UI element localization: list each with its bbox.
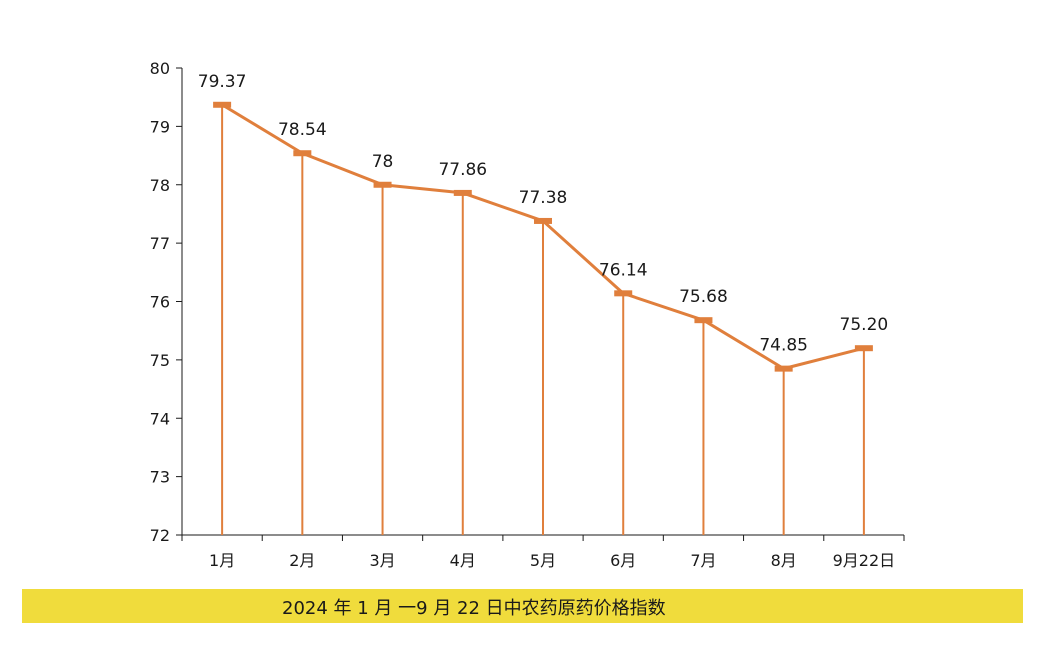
caption-bar: 2024 年 1 月 一9 月 22 日中农药原药价格指数 — [22, 589, 1023, 623]
x-tick-label: 3月 — [369, 551, 395, 570]
x-tick-label: 6月 — [610, 551, 636, 570]
markers — [213, 101, 873, 372]
y-tick-label: 78 — [150, 176, 170, 195]
data-label: 78 — [372, 152, 394, 172]
x-tick-label: 1月 — [209, 551, 235, 570]
data-point — [373, 181, 392, 188]
y-tick-label: 80 — [150, 59, 170, 78]
y-tick-label: 74 — [150, 409, 170, 428]
data-point — [614, 290, 633, 297]
data-point — [213, 101, 232, 108]
y-tick-label: 79 — [150, 117, 170, 136]
y-tick-label: 75 — [150, 351, 170, 370]
drop-lines — [221, 104, 865, 535]
y-tick-label: 77 — [150, 234, 170, 253]
y-tick-label: 76 — [150, 293, 170, 312]
data-label: 77.38 — [519, 188, 568, 208]
data-point — [453, 189, 472, 196]
data-label: 75.20 — [840, 315, 889, 335]
data-label: 79.37 — [198, 72, 247, 92]
x-tick-label: 9月22日 — [833, 551, 896, 570]
data-label: 75.68 — [679, 287, 728, 307]
x-tick-label: 4月 — [450, 551, 476, 570]
y-tick-label: 72 — [150, 526, 170, 545]
data-point — [534, 217, 552, 224]
y-tick-label: 73 — [150, 468, 170, 487]
data-point — [694, 317, 713, 324]
data-point — [293, 150, 312, 157]
data-label: 74.85 — [759, 336, 808, 356]
x-tick-label: 2月 — [289, 551, 315, 570]
data-label: 77.86 — [438, 160, 487, 180]
x-tick-label: 7月 — [690, 551, 716, 570]
data-point — [854, 345, 873, 352]
x-tick-label: 5月 — [530, 551, 556, 570]
axes: 72 73 74 75 76 77 78 79 80 1月 2月 3月 4月 5月 6月 7月 8月 9月22日 — [150, 59, 905, 570]
data-label: 78.54 — [278, 120, 327, 140]
x-tick-label: 8月 — [771, 551, 797, 570]
data-label: 76.14 — [599, 260, 648, 280]
data-labels: 79.37 78.54 78 77.86 77.38 76.14 75.68 74.85 75.… — [198, 72, 888, 356]
chart-caption: 2024 年 1 月 一9 月 22 日中农药原药价格指数 — [282, 598, 666, 619]
data-point — [774, 365, 793, 372]
